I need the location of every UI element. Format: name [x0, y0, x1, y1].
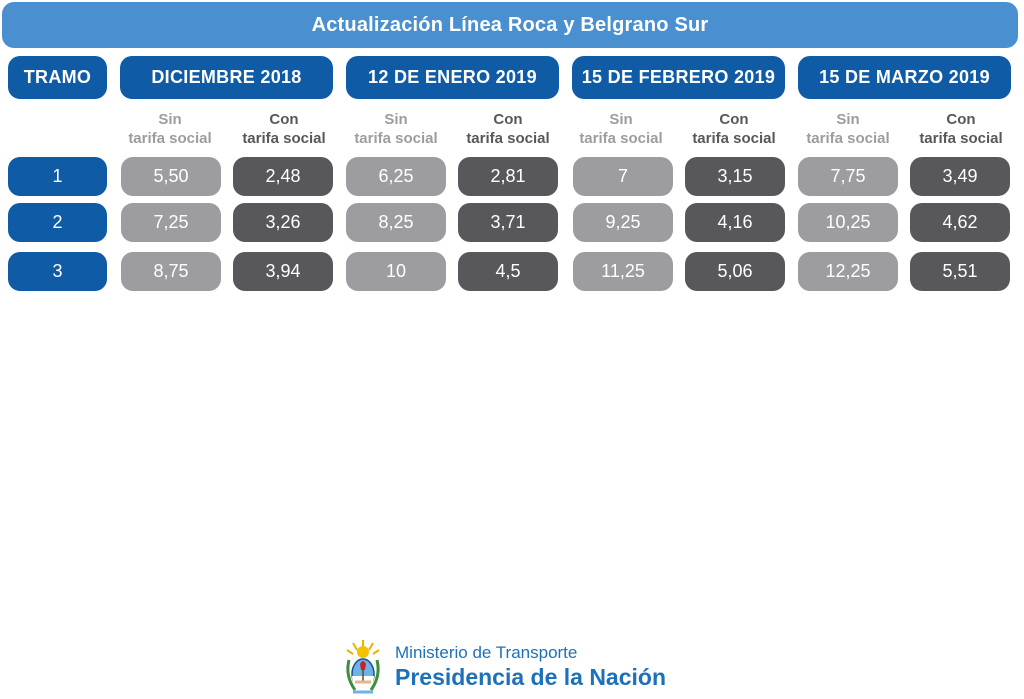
fare-sin-cell: 7,75 — [798, 157, 898, 196]
period-header-4: 15 DE MARZO 2019 — [798, 56, 1011, 99]
fare-con-cell: 3,49 — [910, 157, 1010, 196]
fare-con-cell: 5,06 — [685, 252, 785, 291]
fare-sin-cell: 10 — [346, 252, 446, 291]
period-header-1: DICIEMBRE 2018 — [120, 56, 333, 99]
fare-sin-cell: 8,25 — [346, 203, 446, 242]
con-tarifa-label: Con tarifa social — [692, 111, 776, 147]
con-tarifa-label: Con tarifa social — [466, 111, 550, 147]
sin-tarifa-label: Sin tarifa social — [806, 111, 890, 147]
tramo-cell: 1 — [8, 157, 107, 196]
fare-con-cell: 3,26 — [233, 203, 333, 242]
period-header-3: 15 DE FEBRERO 2019 — [572, 56, 785, 99]
argentina-coat-of-arms-icon — [346, 640, 380, 694]
fare-con-cell: 3,94 — [233, 252, 333, 291]
con-tarifa-label: Con tarifa social — [919, 111, 1003, 147]
fare-sin-cell: 10,25 — [798, 203, 898, 242]
sin-tarifa-label: Sin tarifa social — [354, 111, 438, 147]
tramo-header: TRAMO — [8, 56, 107, 99]
fare-con-cell: 3,71 — [458, 203, 558, 242]
fare-sin-cell: 5,50 — [121, 157, 221, 196]
sin-tarifa-label: Sin tarifa social — [128, 111, 212, 147]
fare-sin-cell: 12,25 — [798, 252, 898, 291]
fare-con-cell: 5,51 — [910, 252, 1010, 291]
fare-con-cell: 4,62 — [910, 203, 1010, 242]
period-header-2: 12 DE ENERO 2019 — [346, 56, 559, 99]
fare-sin-cell: 7,25 — [121, 203, 221, 242]
tramo-cell: 3 — [8, 252, 107, 291]
presidency-name: Presidencia de la Nación — [395, 664, 667, 690]
fare-sin-cell: 8,75 — [121, 252, 221, 291]
sin-tarifa-label: Sin tarifa social — [579, 111, 663, 147]
fare-con-cell: 2,81 — [458, 157, 558, 196]
con-tarifa-label: Con tarifa social — [242, 111, 326, 147]
fare-sin-cell: 6,25 — [346, 157, 446, 196]
fare-con-cell: 4,16 — [685, 203, 785, 242]
fare-con-cell: 4,5 — [458, 252, 558, 291]
ministry-name: Ministerio de Transporte — [395, 643, 578, 662]
footer-logo: Ministerio de Transporte Presidencia de … — [343, 638, 683, 696]
fare-sin-cell: 9,25 — [573, 203, 673, 242]
fare-sin-cell: 7 — [573, 157, 673, 196]
fare-sin-cell: 11,25 — [573, 252, 673, 291]
fare-con-cell: 2,48 — [233, 157, 333, 196]
page-title: Actualización Línea Roca y Belgrano Sur — [2, 2, 1018, 48]
fare-con-cell: 3,15 — [685, 157, 785, 196]
tramo-cell: 2 — [8, 203, 107, 242]
